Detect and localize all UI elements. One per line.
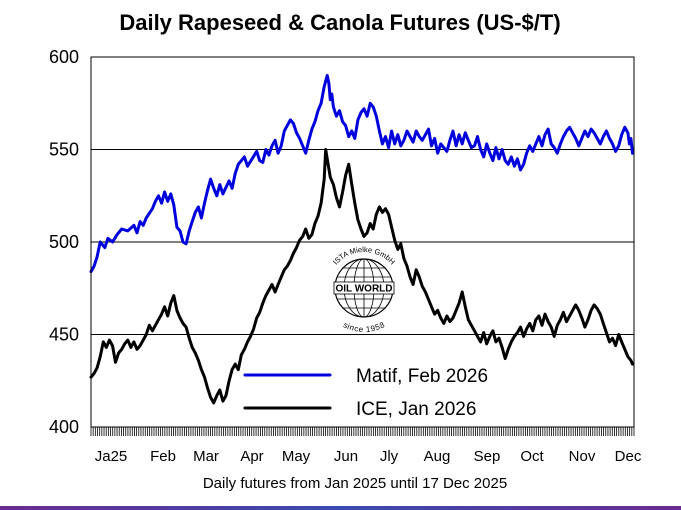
x-tick-label: Sep (474, 448, 501, 465)
series-line-ice (89, 148, 634, 405)
chart-title: Daily Rapeseed & Canola Futures (US-$/T) (119, 10, 560, 35)
x-tick-label: May (282, 448, 311, 465)
legend-label-ice: ICE, Jan 2026 (356, 399, 476, 420)
x-tick-label: Feb (150, 448, 176, 465)
x-tick-label: Dec (615, 448, 642, 465)
logo-bottom-text: since 1958 (342, 320, 387, 334)
x-tick-label: Ja25 (95, 448, 128, 465)
x-tick-label: Oct (520, 448, 544, 465)
x-tick-label: Nov (569, 448, 596, 465)
x-tick-label: Jun (334, 448, 358, 465)
bottom-border (0, 506, 681, 510)
logo-center-text: OIL WORLD (335, 284, 392, 295)
svg-text:since 1958: since 1958 (342, 320, 387, 334)
legend-label-matif: Matif, Feb 2026 (356, 366, 488, 387)
x-tick-label: Aug (424, 448, 451, 465)
y-tick-label: 450 (49, 325, 79, 345)
x-tick-label: Apr (240, 448, 263, 465)
series-line-matif (89, 74, 634, 274)
x-tick-label: Mar (193, 448, 219, 465)
x-axis-label: Daily futures from Jan 2025 until 17 Dec… (203, 475, 507, 492)
y-tick-label: 400 (49, 417, 79, 437)
y-tick-label: 550 (49, 140, 79, 160)
x-axis-ticks: Ja25 Feb Mar Apr May Jun Jly Aug Sep Oct Nov Dec (90, 427, 642, 465)
series-lines (89, 74, 634, 405)
plot-frame (90, 56, 635, 428)
y-tick-label: 500 (49, 232, 79, 252)
oil-world-logo: OIL WORLD ISTA Mielke GmbH since 1958 (331, 245, 397, 334)
y-axis-ticks: 400 450 500 550 600 (49, 47, 79, 437)
legend: Matif, Feb 2026 ICE, Jan 2026 (243, 366, 488, 420)
y-tick-label: 600 (49, 47, 79, 67)
x-tick-label: Jly (380, 448, 399, 465)
